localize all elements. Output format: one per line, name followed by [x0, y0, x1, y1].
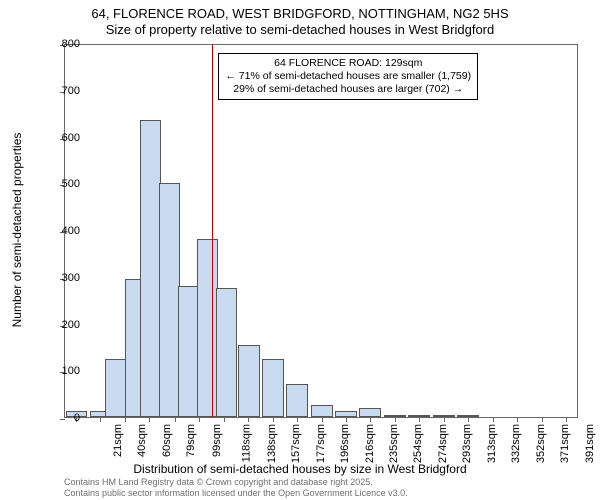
- annotation-line: 29% of semi-detached houses are larger (…: [225, 83, 471, 96]
- histogram-bar: [262, 359, 283, 417]
- histogram-bar: [408, 415, 429, 417]
- x-tick-label: 391sqm: [585, 424, 597, 463]
- y-tick-label: 400: [44, 225, 80, 237]
- x-tick-label: 118sqm: [240, 424, 252, 462]
- x-axis-label: Distribution of semi-detached houses by …: [0, 462, 600, 476]
- title-subtitle: Size of property relative to semi-detach…: [0, 22, 600, 38]
- histogram-bar: [286, 384, 307, 417]
- x-tick-label: 157sqm: [290, 424, 302, 463]
- y-tick-label: 600: [44, 132, 80, 144]
- plot-area: 64 FLORENCE ROAD: 129sqm← 71% of semi-de…: [64, 44, 578, 418]
- x-tick-mark: [444, 417, 445, 422]
- histogram-bar: [359, 408, 380, 417]
- x-tick-mark: [199, 417, 200, 422]
- x-tick-mark: [273, 417, 274, 422]
- histogram-bar: [311, 405, 332, 417]
- x-tick-label: 274sqm: [437, 424, 449, 463]
- plot-wrap: 64 FLORENCE ROAD: 129sqm← 71% of semi-de…: [64, 44, 578, 418]
- x-tick-mark: [175, 417, 176, 422]
- y-tick-label: 0: [44, 412, 80, 424]
- x-tick-label: 138sqm: [266, 424, 278, 463]
- histogram-bar: [105, 359, 126, 417]
- x-tick-label: 254sqm: [412, 424, 424, 463]
- title-block: 64, FLORENCE ROAD, WEST BRIDGFORD, NOTTI…: [0, 0, 600, 39]
- x-tick-mark: [346, 417, 347, 422]
- x-tick-mark: [224, 417, 225, 422]
- y-tick-label: 300: [44, 272, 80, 284]
- x-tick-label: 313sqm: [486, 424, 498, 463]
- x-tick-mark: [542, 417, 543, 422]
- y-tick-label: 700: [44, 85, 80, 97]
- x-tick-mark: [419, 417, 420, 422]
- y-tick-label: 100: [44, 365, 80, 377]
- x-tick-mark: [100, 417, 101, 422]
- x-tick-mark: [125, 417, 126, 422]
- x-tick-label: 99sqm: [211, 424, 223, 457]
- x-tick-mark: [248, 417, 249, 422]
- x-tick-label: 177sqm: [315, 424, 327, 463]
- histogram-bar: [433, 415, 454, 417]
- footer-line1: Contains HM Land Registry data © Crown c…: [64, 477, 408, 487]
- histogram-bar: [216, 288, 237, 417]
- x-tick-mark: [297, 417, 298, 422]
- annotation-box: 64 FLORENCE ROAD: 129sqm← 71% of semi-de…: [218, 53, 478, 100]
- x-tick-label: 371sqm: [559, 424, 571, 463]
- histogram-bar: [457, 415, 478, 417]
- x-tick-label: 352sqm: [535, 424, 547, 463]
- y-axis-label: Number of semi-detached properties: [10, 133, 24, 328]
- histogram-bar: [384, 415, 405, 417]
- x-tick-label: 60sqm: [162, 424, 174, 457]
- y-tick-label: 500: [44, 178, 80, 190]
- reference-line: [212, 45, 213, 417]
- x-tick-mark: [322, 417, 323, 422]
- x-tick-mark: [468, 417, 469, 422]
- chart-container: 64, FLORENCE ROAD, WEST BRIDGFORD, NOTTI…: [0, 0, 600, 500]
- y-tick-label: 200: [44, 319, 80, 331]
- histogram-bar: [335, 411, 356, 417]
- annotation-line: 64 FLORENCE ROAD: 129sqm: [225, 57, 471, 70]
- title-address: 64, FLORENCE ROAD, WEST BRIDGFORD, NOTTI…: [0, 6, 600, 22]
- y-tick-label: 800: [44, 38, 80, 50]
- x-tick-label: 40sqm: [136, 424, 148, 457]
- histogram-bar: [238, 345, 259, 417]
- x-tick-label: 332sqm: [510, 424, 522, 463]
- x-tick-mark: [395, 417, 396, 422]
- x-tick-label: 293sqm: [461, 424, 473, 463]
- x-tick-mark: [517, 417, 518, 422]
- x-tick-mark: [566, 417, 567, 422]
- x-tick-label: 21sqm: [112, 424, 124, 457]
- x-tick-label: 235sqm: [388, 424, 400, 463]
- x-tick-label: 79sqm: [185, 424, 197, 457]
- x-tick-mark: [493, 417, 494, 422]
- x-tick-label: 216sqm: [364, 424, 376, 463]
- x-tick-mark: [370, 417, 371, 422]
- annotation-line: ← 71% of semi-detached houses are smalle…: [225, 70, 471, 83]
- x-tick-label: 196sqm: [339, 424, 351, 463]
- footer-line2: Contains public sector information licen…: [64, 488, 408, 498]
- x-tick-mark: [149, 417, 150, 422]
- footer-attribution: Contains HM Land Registry data © Crown c…: [64, 477, 408, 498]
